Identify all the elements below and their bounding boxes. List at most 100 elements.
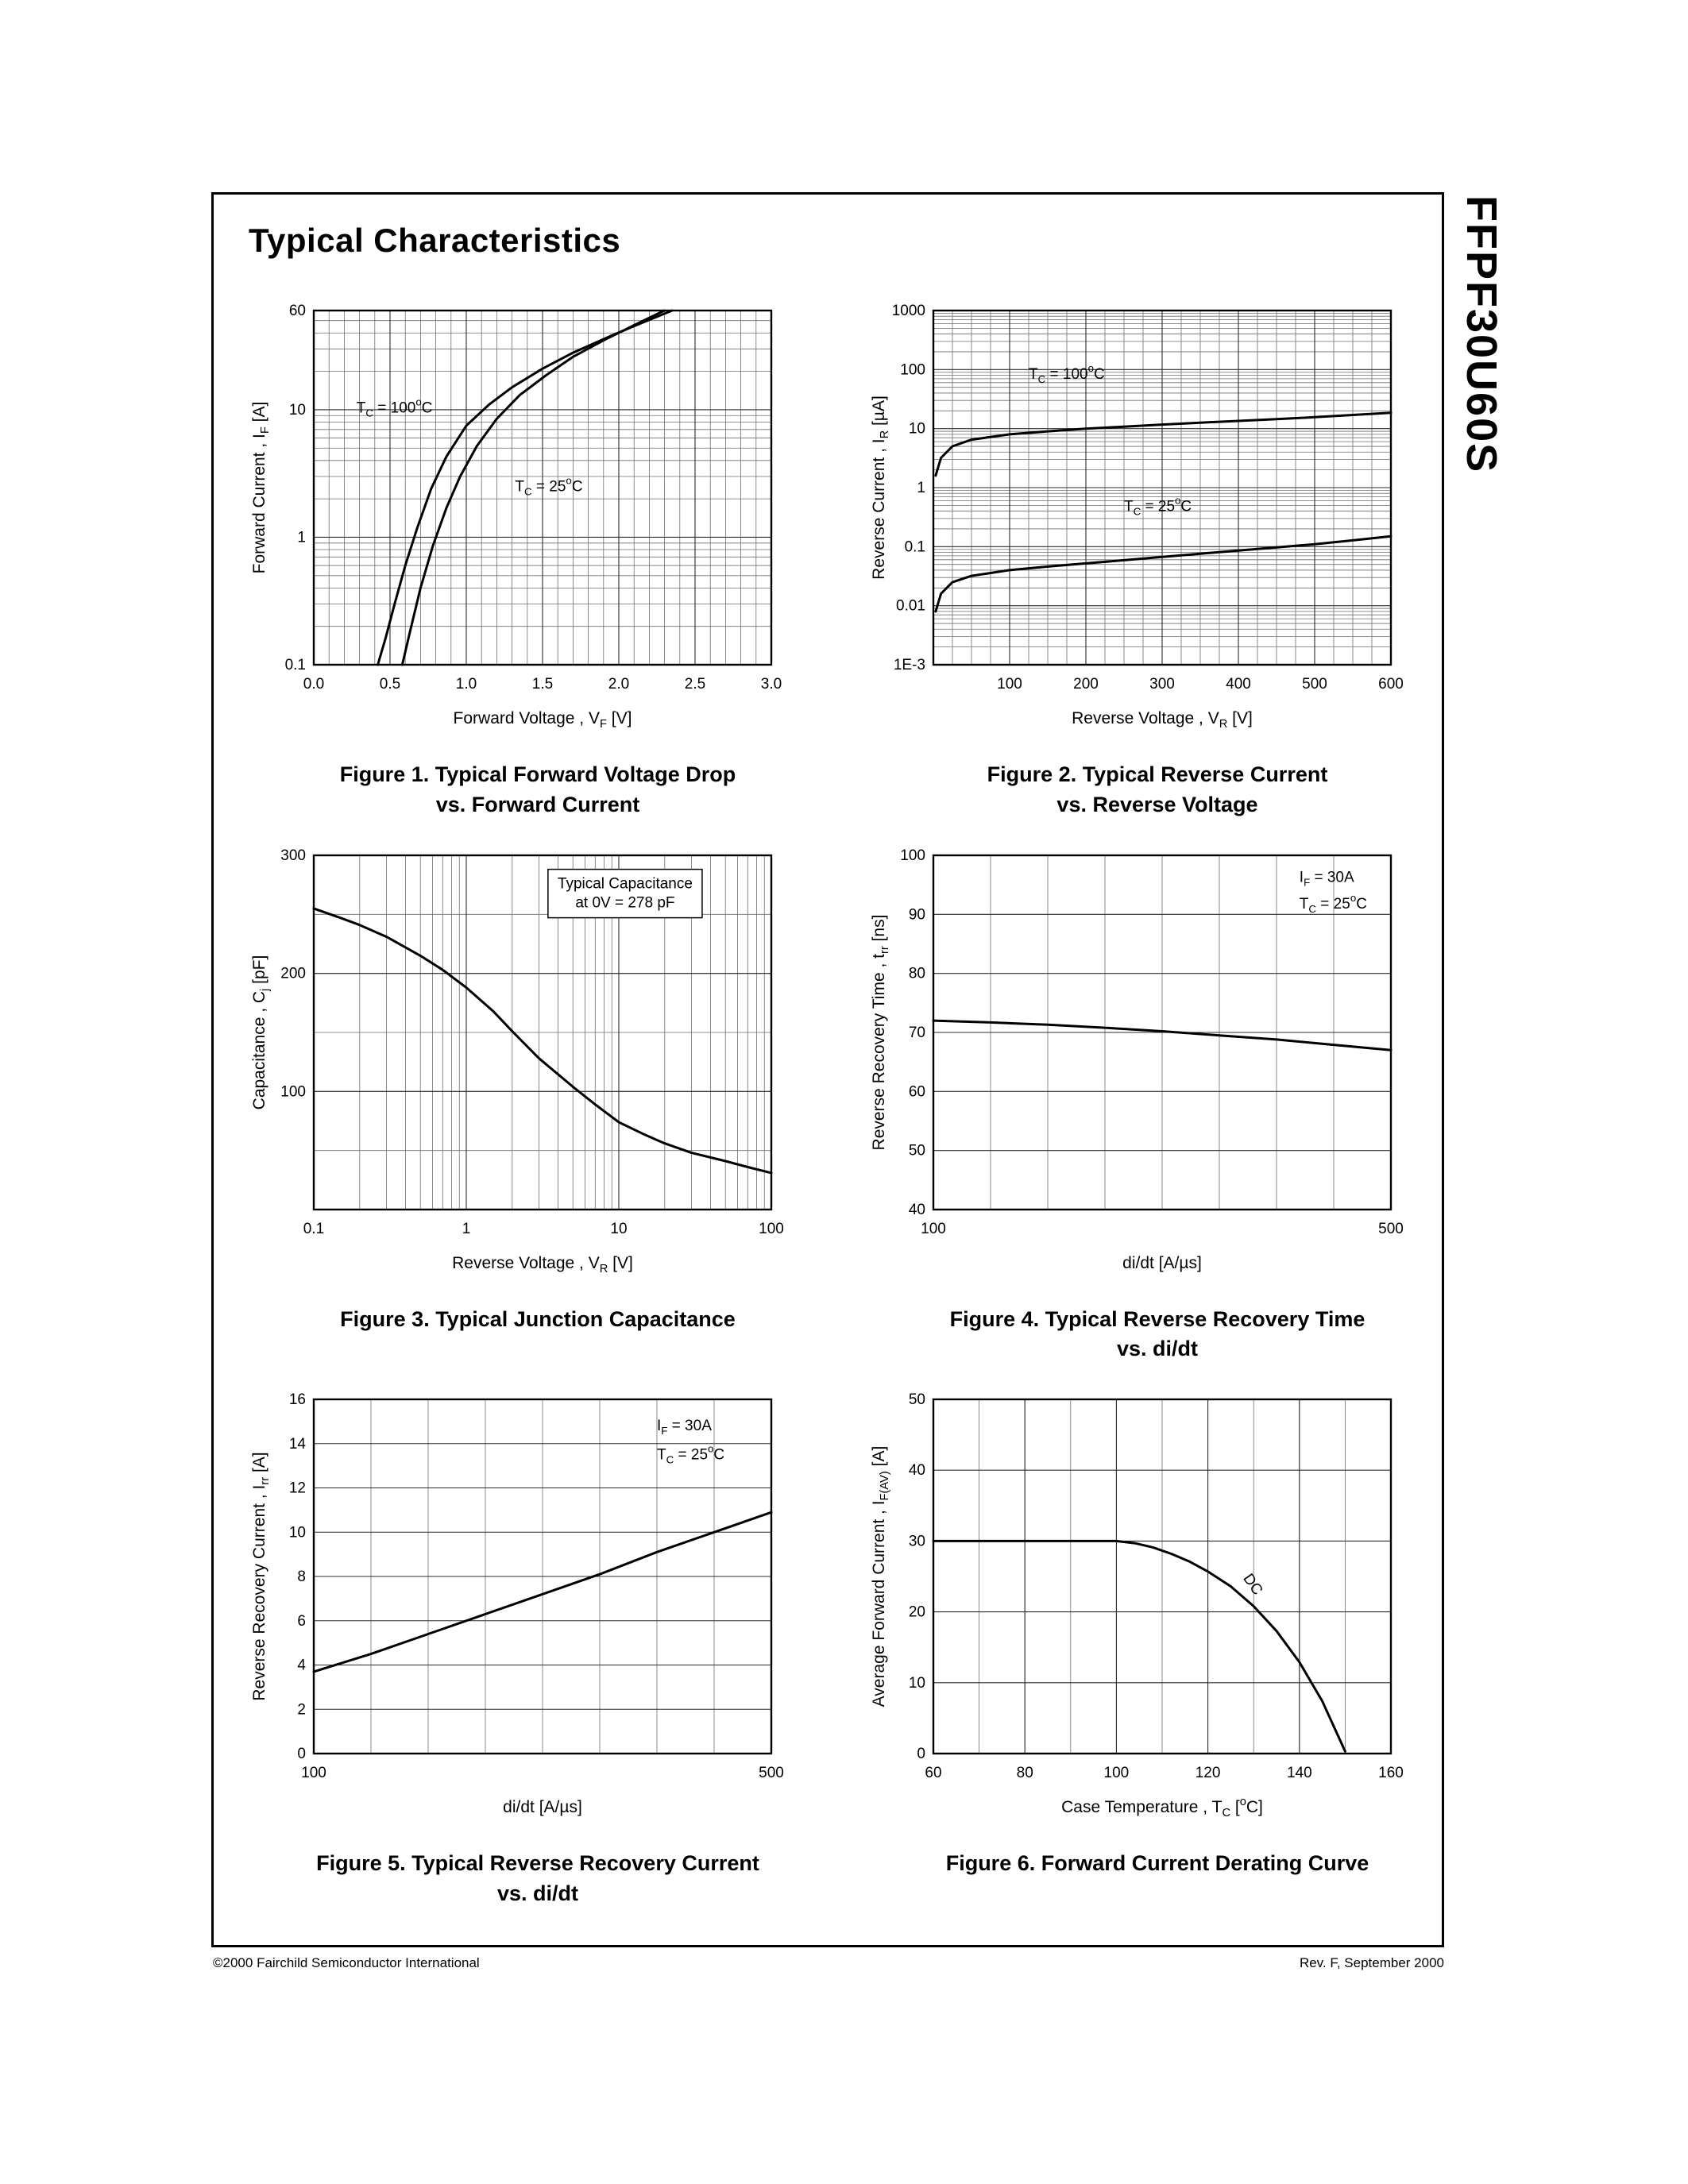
svg-text:120: 120 — [1196, 1765, 1221, 1781]
svg-text:10: 10 — [909, 1675, 925, 1692]
svg-text:TC = 25oC: TC = 25oC — [657, 1442, 724, 1465]
svg-text:1.0: 1.0 — [456, 676, 477, 693]
svg-text:0.1: 0.1 — [303, 1221, 324, 1237]
figure-2-caption-line1: Figure 2. Typical Reverse Current — [987, 762, 1328, 786]
figures-grid: 0.0 0.5 1.0 1.5 2.0 2.5 3.0 60 10 1 0.1 Forward Vol… — [214, 260, 1442, 1909]
svg-text:TC = 100oC: TC = 100oC — [357, 396, 433, 419]
svg-text:TC = 25oC: TC = 25oC — [515, 474, 582, 497]
svg-text:12: 12 — [289, 1480, 306, 1497]
svg-text:0.1: 0.1 — [285, 657, 306, 673]
figure-2-chart: 100 200 300 400 500 600 1000 100 10 1 0.1 0.01 1E-3 R… — [870, 303, 1404, 731]
svg-text:80: 80 — [909, 965, 925, 982]
svg-text:100: 100 — [921, 1221, 946, 1237]
svg-text:100: 100 — [759, 1221, 784, 1237]
svg-text:50: 50 — [909, 1142, 925, 1159]
svg-text:100: 100 — [1104, 1765, 1130, 1781]
figure-3-chart: 0.1 1 10 100 100 200 300 Reverse Voltage , VR [… — [250, 847, 784, 1275]
svg-text:3.0: 3.0 — [761, 676, 782, 693]
svg-text:2.5: 2.5 — [685, 676, 705, 693]
svg-text:0: 0 — [917, 1746, 925, 1762]
svg-text:80: 80 — [1017, 1765, 1033, 1781]
svg-text:2: 2 — [297, 1701, 306, 1718]
svg-text:400: 400 — [1226, 676, 1251, 693]
svg-text:0.0: 0.0 — [303, 676, 324, 693]
figure-5-chart: 100 500 0 2 4 6 8 10 12 14 16 di/dt [A/µs] Reverse R… — [250, 1391, 784, 1816]
svg-text:1E-3: 1E-3 — [894, 657, 925, 673]
figure-2: 100 200 300 400 500 600 1000 100 10 1 0.1 0.01 1E-3 R… — [865, 296, 1405, 820]
figure-1-chart: 0.0 0.5 1.0 1.5 2.0 2.5 3.0 60 10 1 0.1 Forward Vol… — [250, 303, 782, 731]
part-number-label: FFPF30U60S — [1458, 195, 1505, 474]
figure-5: 100 500 0 2 4 6 8 10 12 14 16 di/dt [A/µs] Reverse R… — [245, 1385, 786, 1909]
svg-text:500: 500 — [1378, 1221, 1404, 1237]
svg-text:16: 16 — [289, 1391, 306, 1408]
svg-text:Reverse Voltage , VR [V]: Reverse Voltage , VR [V] — [452, 1254, 633, 1275]
svg-text:Forward Voltage , VF [V]: Forward Voltage , VF [V] — [454, 709, 632, 731]
svg-text:TC = 25oC: TC = 25oC — [1124, 495, 1192, 518]
svg-text:IF = 30A: IF = 30A — [657, 1418, 712, 1437]
svg-text:0: 0 — [297, 1746, 306, 1762]
svg-text:Reverse Voltage , VR [V]: Reverse Voltage , VR [V] — [1072, 709, 1253, 731]
figure-6-caption-line1: Figure 6. Forward Current Derating Curve — [945, 1851, 1369, 1876]
svg-text:Typical Capacitance: Typical Capacitance — [558, 875, 693, 892]
svg-text:40: 40 — [909, 1462, 925, 1479]
figure-4-chart: 100 500 40 50 60 70 80 90 100 di/dt [A/µs] Reverse… — [870, 847, 1404, 1272]
figure-5-caption-line1: Figure 5. Typical Reverse Recovery Curre… — [316, 1851, 759, 1876]
figure-4-caption: Figure 4. Typical Reverse Recovery Time … — [887, 1305, 1427, 1365]
svg-text:100: 100 — [997, 676, 1022, 693]
figure-5-caption-line2: vs. di/dt — [496, 1881, 578, 1905]
figure-1-caption: Figure 1. Typical Forward Voltage Drop v… — [268, 760, 808, 820]
svg-text:Case Temperature , TC [oC]: Case Temperature , TC [oC] — [1061, 1796, 1263, 1819]
svg-text:DC: DC — [1239, 1571, 1265, 1599]
content-border-box: Typical Characteristics 0.0 0.5 1.0 1.5 2.0 2… — [211, 192, 1444, 1947]
svg-text:2.0: 2.0 — [608, 676, 629, 693]
svg-text:1: 1 — [297, 529, 306, 546]
figure-6: 60 80 100 120 140 160 0 10 20 30 40 50 Case Temperat… — [865, 1385, 1405, 1909]
svg-text:6: 6 — [297, 1613, 306, 1630]
svg-text:0.01: 0.01 — [896, 598, 925, 615]
svg-text:200: 200 — [280, 965, 306, 982]
svg-text:14: 14 — [289, 1436, 307, 1453]
figure-1-caption-line1: Figure 1. Typical Forward Voltage Drop — [339, 762, 736, 786]
figure-4-caption-line2: vs. di/dt — [1116, 1337, 1198, 1361]
svg-text:at 0V = 278 pF: at 0V = 278 pF — [575, 894, 674, 911]
svg-text:di/dt [A/µs]: di/dt [A/µs] — [503, 1798, 582, 1816]
svg-text:TC = 25oC: TC = 25oC — [1300, 891, 1367, 914]
svg-text:500: 500 — [1302, 676, 1327, 693]
figure-3-caption-line1: Figure 3. Typical Junction Capacitance — [340, 1306, 736, 1331]
svg-text:60: 60 — [925, 1765, 941, 1781]
svg-text:100: 100 — [301, 1765, 326, 1781]
figure-6-caption: Figure 6. Forward Current Derating Curve — [887, 1849, 1427, 1879]
svg-text:Reverse Current , IR [µA]: Reverse Current , IR [µA] — [870, 396, 891, 580]
figure-4: 100 500 40 50 60 70 80 90 100 di/dt [A/µs] Reverse… — [865, 841, 1405, 1365]
svg-text:160: 160 — [1378, 1765, 1404, 1781]
page-title: Typical Characteristics — [249, 222, 621, 259]
svg-text:1.5: 1.5 — [532, 676, 553, 693]
svg-text:Reverse Recovery Current , Irr: Reverse Recovery Current , Irr [A] — [250, 1453, 272, 1701]
svg-text:90: 90 — [909, 906, 925, 923]
svg-text:10: 10 — [289, 1524, 306, 1541]
svg-text:1: 1 — [917, 480, 925, 496]
svg-text:300: 300 — [280, 847, 306, 864]
figure-4-caption-line1: Figure 4. Typical Reverse Recovery Time — [949, 1306, 1365, 1331]
svg-text:4: 4 — [297, 1657, 306, 1674]
svg-text:40: 40 — [909, 1202, 925, 1218]
svg-text:IF = 30A: IF = 30A — [1300, 869, 1354, 888]
figure-2-caption: Figure 2. Typical Reverse Current vs. Re… — [887, 760, 1427, 820]
svg-text:0.1: 0.1 — [905, 538, 925, 555]
svg-text:0.5: 0.5 — [380, 676, 400, 693]
svg-text:100: 100 — [900, 847, 925, 864]
figure-1-caption-line2: vs. Forward Current — [435, 792, 640, 816]
svg-text:Capacitance , Cj [pF]: Capacitance , Cj [pF] — [250, 955, 272, 1109]
svg-text:1: 1 — [462, 1221, 471, 1237]
svg-text:100: 100 — [900, 361, 925, 378]
svg-text:300: 300 — [1149, 676, 1175, 693]
svg-text:30: 30 — [909, 1534, 925, 1550]
svg-text:20: 20 — [909, 1604, 925, 1621]
figure-3: 0.1 1 10 100 100 200 300 Reverse Voltage , VR [… — [245, 841, 786, 1365]
figure-5-caption: Figure 5. Typical Reverse Recovery Curre… — [268, 1849, 808, 1909]
figure-3-caption: Figure 3. Typical Junction Capacitance — [268, 1305, 808, 1335]
svg-text:1000: 1000 — [892, 303, 925, 319]
footer-revision: Rev. F, September 2000 — [1299, 1955, 1444, 1970]
svg-text:60: 60 — [289, 303, 306, 319]
